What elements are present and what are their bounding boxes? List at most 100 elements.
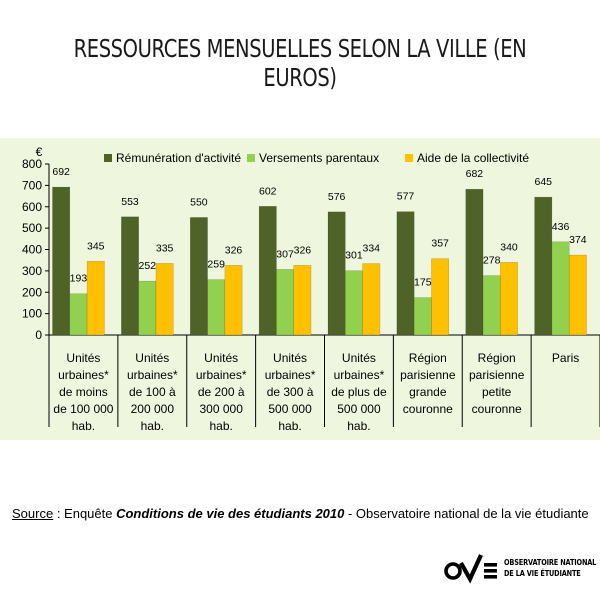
bar (224, 265, 243, 336)
source-suffix: - Observatoire national de la vie étudia… (344, 506, 589, 521)
y-tick-label: 800 (22, 157, 42, 171)
x-category-label-line: Unités (135, 351, 169, 365)
bar (345, 270, 363, 336)
x-category-label-line: 500 000 (337, 402, 381, 416)
bar (121, 216, 139, 336)
bar-value-label: 326 (294, 244, 312, 256)
bar-value-label: 334 (362, 243, 380, 255)
x-category-label-line: parisienne (400, 368, 456, 382)
ove-logo: OBSERVATOIRE NATIONAL DE LA VIE ÉTUDIANT… (444, 552, 596, 586)
source-line: Source : Enquête Conditions de vie des é… (12, 506, 600, 521)
bar (362, 263, 381, 336)
x-category-label-line: hab. (278, 419, 301, 433)
ove-logo-mark (444, 554, 497, 584)
x-category-label-line: urbaines* (58, 368, 109, 382)
bar-value-label: 193 (70, 273, 88, 285)
bar-value-label: 175 (414, 277, 432, 289)
bar-value-label: 577 (397, 191, 415, 203)
x-category-label-line: hab. (210, 419, 233, 433)
x-category-label-line: couronne (403, 402, 453, 416)
x-category-label: Unités urbaines* de 300 à 500 000 hab. (265, 351, 316, 433)
bar-value-label: 301 (345, 250, 363, 262)
bar (138, 280, 157, 336)
y-tick-label: 200 (22, 285, 42, 299)
x-category-label-line: 500 000 (268, 402, 312, 416)
x-category-label-line: parisienne (469, 368, 525, 382)
bar (396, 211, 415, 336)
y-tick-label: 400 (22, 243, 42, 257)
bar (413, 297, 432, 336)
x-category-label-line: grande (409, 385, 447, 399)
x-category-label-line: de 200 à (198, 385, 245, 399)
x-category-label-line: couronne (472, 402, 522, 416)
bar-value-label: 374 (569, 234, 587, 246)
x-category-label: Paris (552, 351, 579, 365)
legend-label: Versements parentaux (259, 151, 379, 165)
bar-value-label: 345 (87, 240, 105, 252)
x-category-label: Région parisienne grande couronne (400, 351, 456, 416)
bar-value-label: 278 (483, 255, 501, 267)
bar-value-label: 357 (431, 238, 449, 250)
page-title: RESSOURCES MENSUELLES SELON LA VILLE (EN… (73, 34, 527, 92)
bar-value-label: 307 (276, 248, 294, 260)
bar-value-label: 645 (535, 176, 553, 188)
bar (500, 262, 518, 336)
logo-line-1: OBSERVATOIRE NATIONAL (504, 558, 597, 567)
y-axis-label: € (36, 145, 43, 159)
x-category-label-line: de 100 à (129, 385, 176, 399)
bar (69, 293, 88, 336)
bar (534, 196, 553, 336)
y-tick-label: 0 (35, 328, 42, 342)
x-category-label-line: hab. (141, 419, 164, 433)
x-category-label-line: hab. (347, 419, 370, 433)
x-category-label-line: de 100 000 (53, 402, 113, 416)
bar-value-label: 436 (552, 221, 570, 233)
bar (276, 269, 294, 336)
ove-logo-text: OBSERVATOIRE NATIONAL DE LA VIE ÉTUDIANT… (504, 557, 596, 579)
x-category-label-line: urbaines* (127, 368, 178, 382)
x-category-label-line: de plus de (331, 385, 387, 399)
legend-swatch (247, 154, 255, 162)
x-category-label-line: urbaines* (265, 368, 316, 382)
x-category-label-line: petite (482, 385, 512, 399)
legend-label: Rémunération d'activité (116, 151, 241, 165)
x-category-label-line: hab. (72, 419, 95, 433)
y-tick-label: 700 (22, 178, 42, 192)
bar-value-label: 335 (156, 242, 174, 254)
bar-value-label: 550 (190, 196, 208, 208)
bar (207, 279, 226, 336)
source-survey-title: Conditions de vie des étudiants 2010 (116, 506, 345, 521)
bar (551, 241, 570, 336)
x-category-label-line: Unités (342, 351, 376, 365)
x-category-label-line: 300 000 (199, 402, 243, 416)
x-category-label: Région parisienne petite couronne (469, 351, 525, 416)
bar-value-label: 692 (52, 166, 70, 178)
bar (86, 261, 105, 336)
bar-value-label: 602 (259, 185, 277, 197)
bar-value-label: 252 (139, 260, 157, 272)
y-tick-label: 500 (22, 221, 42, 235)
y-tick-label: 600 (22, 200, 42, 214)
bar (190, 217, 208, 336)
source-prefix: : Enquête (53, 506, 117, 521)
logo-line-2: DE LA VIE ÉTUDIANTE (504, 569, 581, 578)
chart-panel: €0 100 200 300 400 500 600 700 800 692 553 550 602 57… (0, 138, 600, 440)
bar (465, 188, 484, 336)
x-category-label-line: de moins (59, 385, 108, 399)
source-label: Source (12, 506, 54, 521)
bar (327, 211, 346, 336)
x-category-label-line: Unités (273, 351, 307, 365)
y-tick-label: 300 (22, 264, 42, 278)
bar-value-label: 259 (207, 259, 225, 271)
x-category-label-line: urbaines* (334, 368, 385, 382)
bar-chart: €0 100 200 300 400 500 600 700 800 692 553 550 602 57… (22, 145, 600, 433)
bar (482, 275, 501, 336)
legend-label: Aide de la collectivité (417, 151, 529, 165)
x-category-label-line: 200 000 (131, 402, 175, 416)
bar-value-label: 340 (500, 241, 518, 253)
y-tick-label: 100 (22, 307, 42, 321)
bar-value-label: 682 (466, 168, 484, 180)
bar-value-label: 576 (328, 191, 346, 203)
bar (155, 263, 174, 336)
x-category-label-line: Paris (552, 351, 579, 365)
